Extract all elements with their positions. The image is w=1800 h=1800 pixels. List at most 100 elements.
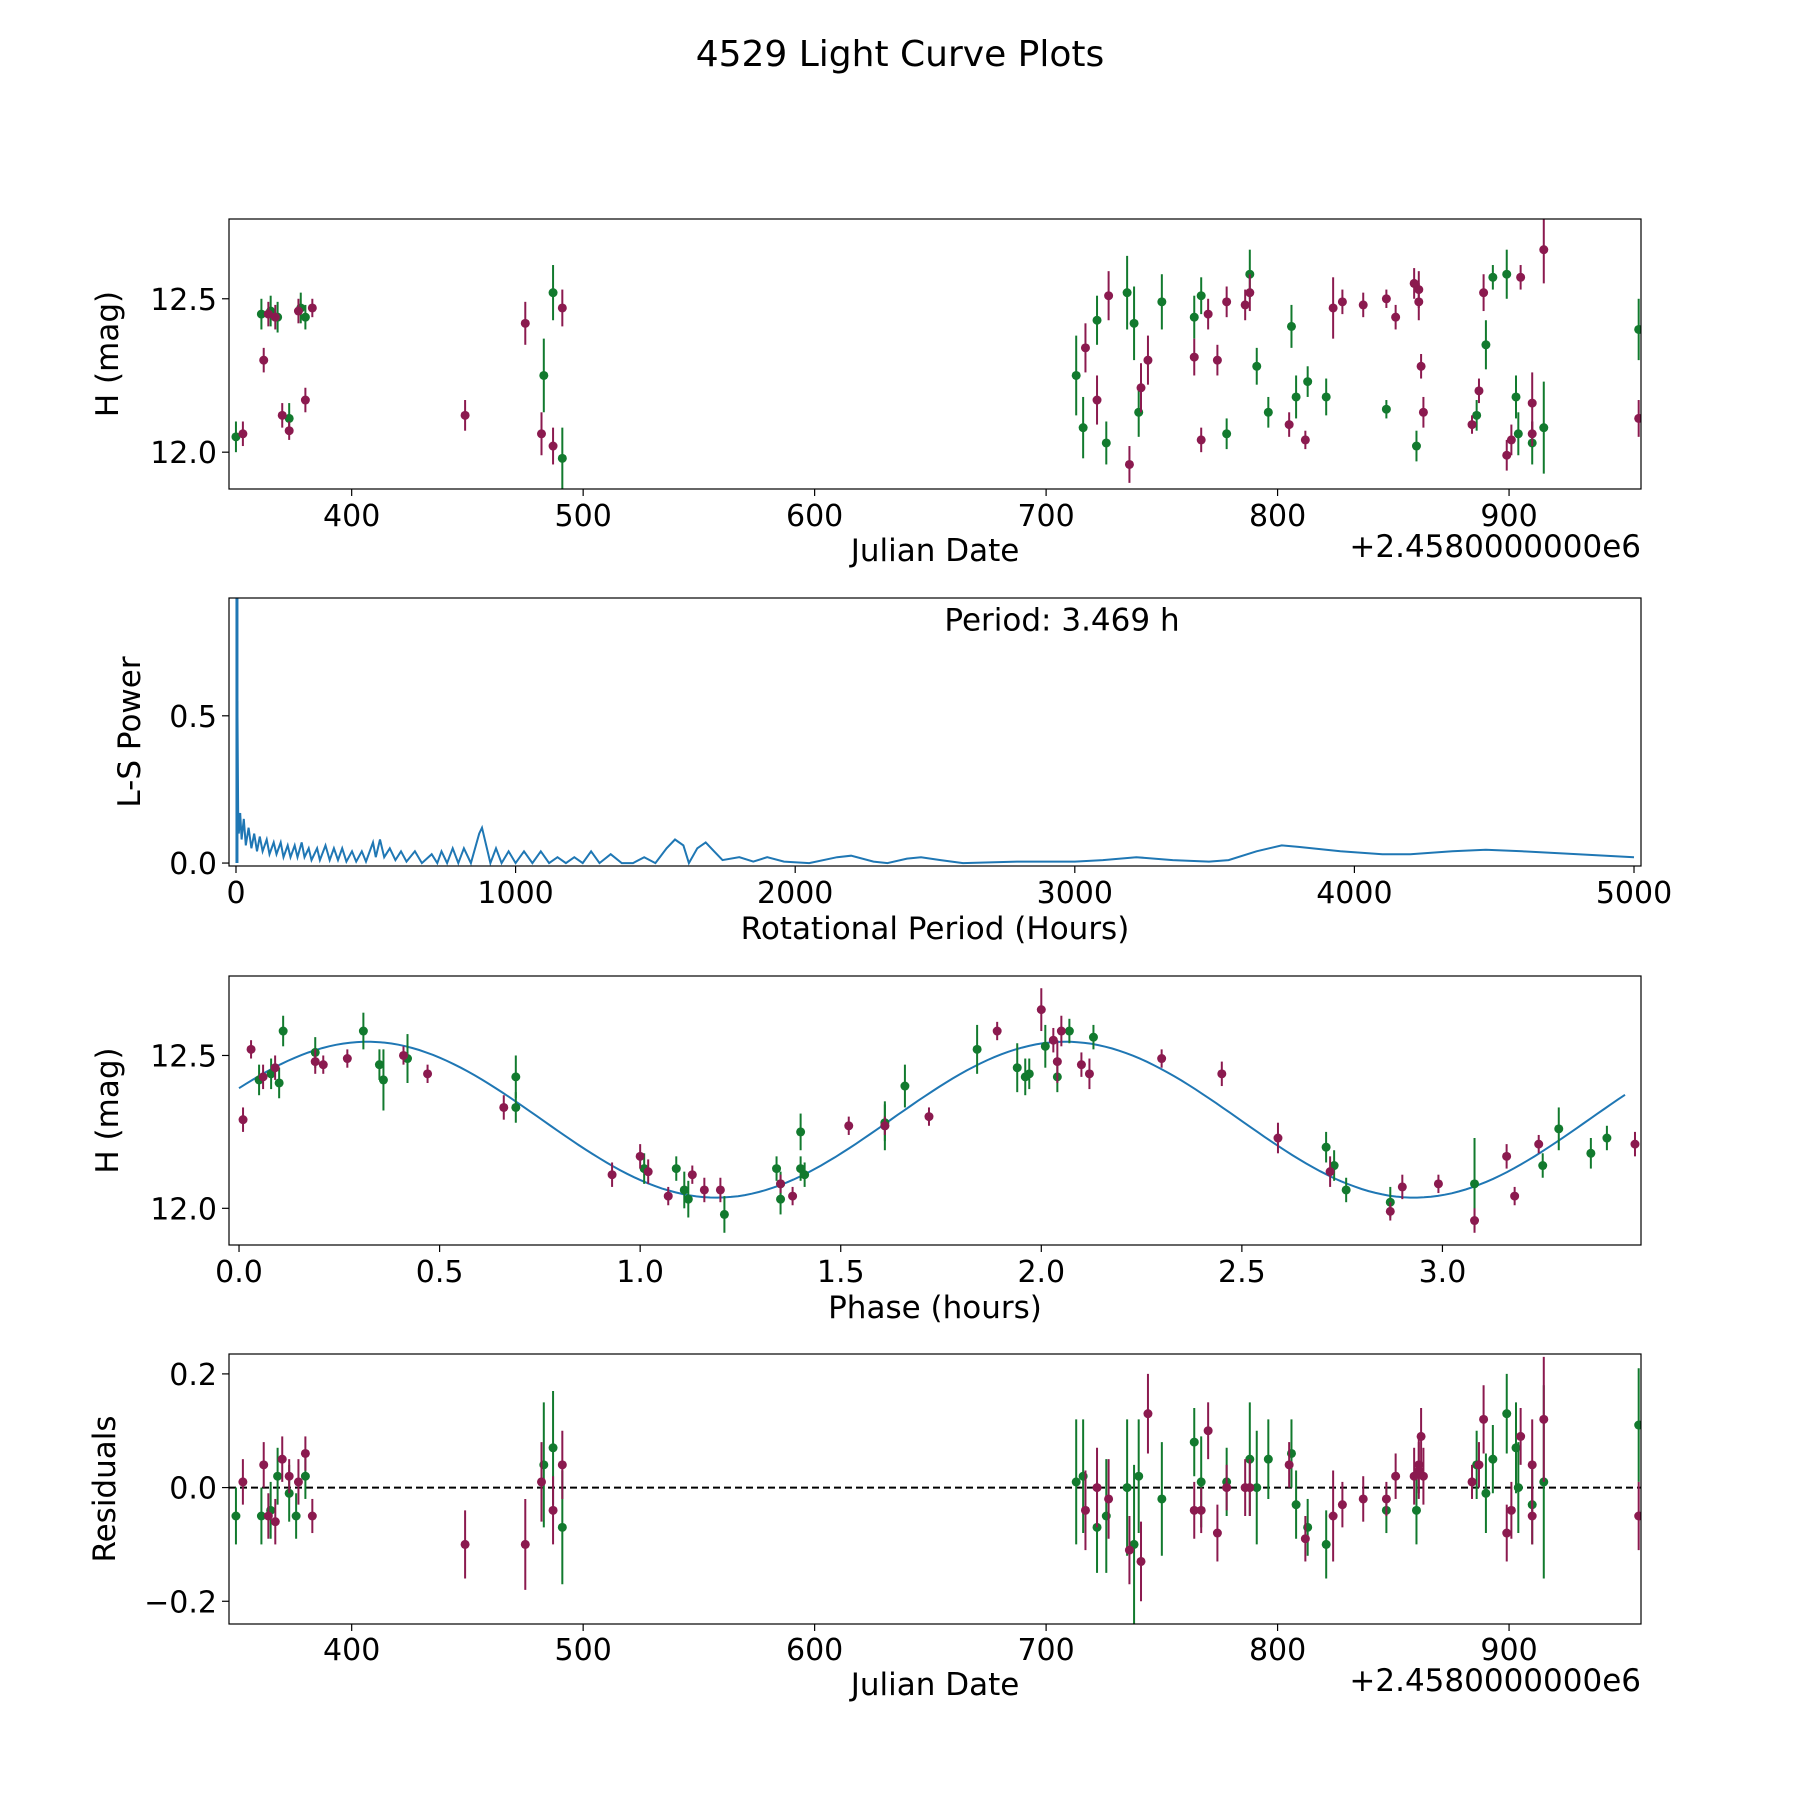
x-tick-label: 400 [323, 1633, 380, 1668]
data-point [1143, 355, 1153, 365]
data-point [1291, 392, 1301, 402]
data-point [246, 1044, 256, 1054]
data-point [1157, 1494, 1167, 1504]
data-point [1212, 1528, 1222, 1538]
data-point [300, 312, 310, 322]
data-point [1071, 370, 1081, 380]
maroon-series [238, 1356, 1641, 1602]
data-point [1539, 423, 1549, 433]
data-point [992, 1026, 1002, 1036]
data-point [1196, 291, 1206, 301]
data-point [263, 1511, 273, 1521]
data-point [679, 1185, 689, 1195]
plot-area [235, 598, 1635, 866]
data-point [284, 413, 294, 423]
data-point [1189, 312, 1199, 322]
data-point [258, 1072, 268, 1082]
x-tick-label: 500 [555, 499, 612, 534]
data-point [557, 303, 567, 313]
data-point [259, 355, 269, 365]
data-point [1502, 1528, 1512, 1538]
data-point [1467, 1477, 1477, 1487]
data-point [1328, 303, 1338, 313]
data-point [231, 1511, 241, 1521]
data-point [1516, 1431, 1526, 1441]
data-point [1084, 1069, 1094, 1079]
data-point [1076, 1060, 1086, 1070]
data-point [1321, 392, 1331, 402]
y-axis-label: L-S Power [112, 656, 148, 807]
data-point [1418, 407, 1428, 417]
x-tick-label: 900 [1480, 1633, 1537, 1668]
data-point [1513, 1483, 1523, 1493]
data-point [1554, 1124, 1564, 1134]
data-point [1222, 429, 1232, 439]
data-point [715, 1185, 725, 1195]
x-tick-label: 800 [1249, 499, 1306, 534]
y-tick-label: −0.2 [144, 1585, 217, 1620]
data-point [1284, 1460, 1294, 1470]
data-point [1080, 1505, 1090, 1515]
data-point [1134, 1471, 1144, 1481]
x-axis-label: Rotational Period (Hours) [741, 911, 1130, 947]
data-point [307, 303, 317, 313]
x-tick-label: 1.0 [616, 1255, 664, 1290]
x-tick-label: 700 [1017, 1633, 1074, 1668]
data-point [284, 1471, 294, 1481]
data-point [291, 1511, 301, 1521]
data-point [880, 1121, 890, 1131]
data-point [358, 1026, 368, 1036]
data-point [1245, 288, 1255, 298]
data-point [460, 1539, 470, 1549]
data-point [1634, 1511, 1641, 1521]
data-point [1321, 1142, 1331, 1152]
data-point [683, 1194, 693, 1204]
data-point [1502, 1409, 1512, 1419]
data-point [1189, 352, 1199, 362]
data-point [1418, 1471, 1428, 1481]
data-point [238, 429, 248, 439]
data-point [548, 1443, 558, 1453]
data-point [1222, 1483, 1232, 1493]
data-point [1527, 1511, 1537, 1521]
data-point [699, 1185, 709, 1195]
data-point [776, 1179, 786, 1189]
x-tick-label: 1000 [477, 876, 553, 911]
data-point [1196, 1477, 1206, 1487]
data-point [1433, 1179, 1443, 1189]
data-point [256, 309, 266, 319]
data-point [1416, 361, 1426, 371]
data-point [1136, 1556, 1146, 1566]
data-point [1481, 1488, 1491, 1498]
data-point [800, 1170, 810, 1180]
data-point [536, 429, 546, 439]
x-tick-label: 400 [323, 499, 380, 534]
data-point [284, 426, 294, 436]
data-point [1337, 297, 1347, 307]
data-point [1527, 1460, 1537, 1470]
data-point [548, 288, 558, 298]
x-tick-label: 1.5 [817, 1255, 865, 1290]
data-point [1516, 272, 1526, 282]
data-point [1286, 321, 1296, 331]
axes-frame [228, 218, 1642, 490]
data-point [1381, 1494, 1391, 1504]
data-point [270, 1063, 280, 1073]
data-point [557, 453, 567, 463]
x-tick-label: 2000 [757, 876, 833, 911]
data-point [1203, 1426, 1213, 1436]
y-tick-label: 0.0 [169, 1472, 217, 1507]
data-point [663, 1191, 673, 1201]
data-point [1488, 1454, 1498, 1464]
data-point [1602, 1133, 1612, 1143]
data-point [310, 1057, 320, 1067]
data-point [1397, 1182, 1407, 1192]
data-point [1124, 1545, 1134, 1555]
data-point [1416, 1431, 1426, 1441]
data-point [1078, 423, 1088, 433]
data-point [643, 1167, 653, 1177]
data-point [1474, 1460, 1484, 1470]
data-point [1284, 420, 1294, 430]
data-point [1502, 1151, 1512, 1161]
x-tick-label: 500 [555, 1633, 612, 1668]
